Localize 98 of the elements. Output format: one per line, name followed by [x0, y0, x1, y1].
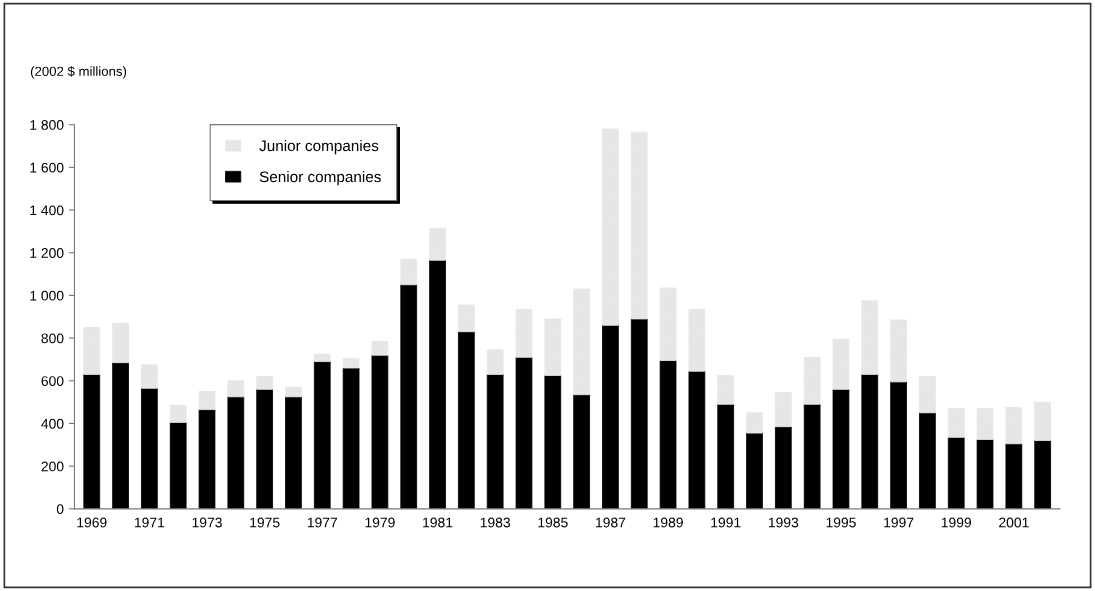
bar	[947, 408, 965, 438]
bar	[112, 362, 129, 509]
bar	[313, 361, 331, 509]
y-tick-label: 200	[41, 461, 64, 472]
bar	[659, 287, 677, 361]
bar	[602, 128, 619, 326]
y-tick-label: 1 000	[30, 290, 64, 301]
bar	[659, 360, 677, 509]
bar	[630, 318, 648, 509]
bar	[544, 375, 562, 509]
bar	[486, 349, 504, 375]
y-tick-label: 1 600	[30, 162, 64, 173]
bar	[169, 422, 187, 509]
bar	[832, 338, 850, 390]
bar	[256, 388, 273, 509]
bar	[515, 308, 533, 358]
y-tick-label: 0	[56, 504, 64, 515]
legend-label: Senior companies	[259, 170, 381, 186]
bar	[919, 412, 936, 509]
bar	[861, 373, 879, 509]
x-tick-label: 1993	[768, 517, 799, 528]
x-tick-label: 1975	[250, 517, 280, 528]
y-axis-title: (2002 $ millions)	[30, 66, 127, 79]
x-tick-label: 1973	[192, 517, 222, 528]
bar	[746, 412, 763, 434]
bar	[890, 319, 907, 383]
bar	[1034, 440, 1052, 509]
legend-label: Junior companies	[259, 139, 379, 155]
bar	[976, 408, 994, 440]
x-tick-label: 2001	[999, 517, 1029, 528]
x-tick-label: 1989	[653, 517, 683, 528]
bar	[688, 308, 706, 372]
bar	[112, 322, 129, 364]
bar	[198, 391, 216, 411]
bar	[746, 432, 763, 509]
bar	[890, 381, 907, 509]
bar	[688, 370, 706, 509]
y-tick-label: 1 400	[30, 205, 64, 216]
bar	[1005, 407, 1023, 445]
bar	[458, 304, 475, 333]
bar	[832, 388, 850, 509]
x-tick-label: 1985	[538, 517, 568, 528]
bar	[630, 131, 648, 320]
bar	[486, 373, 504, 509]
bar	[515, 356, 533, 509]
bar	[141, 364, 158, 389]
y-tick-label: 1 800	[30, 120, 64, 130]
bar	[169, 404, 187, 423]
x-tick-label: 1971	[134, 517, 165, 528]
bar	[400, 284, 418, 509]
bar	[573, 288, 590, 396]
bar	[256, 376, 273, 390]
bar	[947, 436, 965, 509]
x-tick-label: 1977	[307, 517, 338, 528]
bar	[919, 376, 936, 414]
bar	[285, 396, 302, 509]
x-tick-label: 1995	[826, 517, 856, 528]
bar	[342, 367, 360, 509]
x-tick-label: 1991	[711, 517, 741, 528]
bar	[774, 392, 792, 428]
bar	[717, 375, 735, 405]
bar	[544, 318, 562, 376]
bar	[371, 340, 389, 356]
bar	[227, 396, 245, 509]
bar	[83, 373, 101, 509]
x-tick-label: 1981	[423, 517, 453, 528]
bar	[774, 426, 792, 509]
bar	[803, 403, 821, 509]
y-tick-label: 600	[41, 376, 64, 386]
x-tick-label: 1987	[596, 517, 626, 528]
bar	[313, 353, 331, 363]
x-tick-label: 1999	[941, 517, 972, 528]
bar	[198, 409, 216, 509]
bar	[227, 380, 245, 398]
bar	[371, 354, 389, 509]
bar	[429, 227, 446, 261]
y-tick-label: 1 200	[30, 248, 64, 258]
bar	[400, 258, 418, 286]
bar	[141, 387, 158, 509]
x-tick-label: 1969	[77, 517, 107, 528]
bar	[429, 259, 446, 509]
bar	[602, 324, 619, 509]
bar	[976, 439, 994, 509]
bar	[861, 300, 879, 375]
bar	[803, 356, 821, 405]
y-tick-label: 400	[41, 418, 64, 429]
bar	[83, 327, 101, 375]
bar	[342, 357, 360, 369]
bar	[285, 386, 302, 398]
x-tick-label: 1983	[480, 517, 511, 528]
bar	[458, 331, 475, 509]
x-tick-label: 1997	[884, 517, 914, 528]
bar	[1005, 443, 1023, 509]
x-tick-label: 1979	[365, 517, 395, 528]
bar	[573, 394, 590, 509]
y-tick-label: 800	[41, 333, 64, 344]
bar	[1034, 401, 1052, 441]
bar	[717, 403, 735, 509]
